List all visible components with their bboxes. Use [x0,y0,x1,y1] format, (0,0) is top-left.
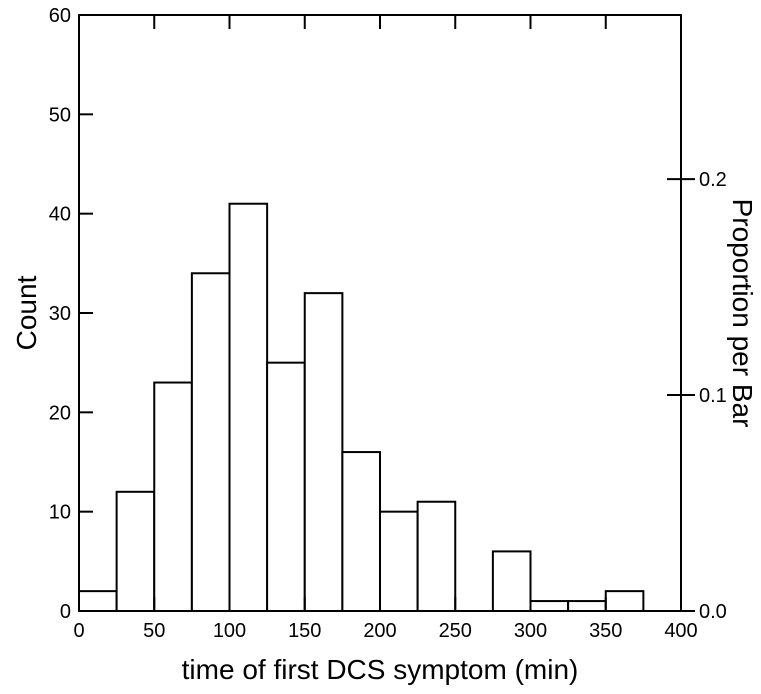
x-tick-label: 0 [73,620,84,642]
bar-275-300 [491,550,532,613]
bar-150-175 [303,292,344,612]
bar-100-125 [228,202,269,612]
bar-75-100 [190,272,231,612]
bar-325-350 [567,600,607,612]
y-tick-label: 0 [60,601,71,623]
bar-350-375 [604,590,645,613]
tick-labels-group: 0 50 100 150 200 250 300 350 400 0 10 20 30 40 50 60 0.0… [49,5,727,642]
y-tick-label: 30 [49,303,71,325]
bar-125-150 [266,361,306,612]
y-tick-label: 40 [49,204,71,226]
x-tick-label: 150 [288,620,321,642]
x-tick-label: 250 [439,620,472,642]
x-tick-label: 50 [143,620,165,642]
bar-175-200 [341,451,381,613]
y-tick-label: 60 [49,5,71,27]
bar-225-250 [416,500,457,613]
y-tick-label: 10 [49,502,71,524]
bar-200-225 [379,510,419,612]
y2-axis-title: Proportion per Bar [727,199,758,428]
y2-tick-label: 0.2 [699,169,727,191]
bars-group [78,202,645,613]
bar-50-75 [153,381,193,612]
bar-0-25 [78,590,118,613]
y-tick-label: 50 [49,104,71,126]
x-tick-label: 300 [514,620,547,642]
y2-tick-label: 0.0 [699,601,727,623]
y2-tick-label: 0.1 [699,385,727,407]
bar-25-50 [115,490,156,612]
y-axis-title: Count [11,275,42,350]
x-tick-label: 100 [213,620,246,642]
x-axis-title: time of first DCS symptom (min) [182,654,579,685]
ticks-group [78,14,695,612]
x-tick-label: 200 [363,620,396,642]
x-tick-label: 350 [589,620,622,642]
x-tick-label: 400 [664,620,697,642]
bar-300-325 [529,600,570,612]
y-tick-label: 20 [49,402,71,424]
